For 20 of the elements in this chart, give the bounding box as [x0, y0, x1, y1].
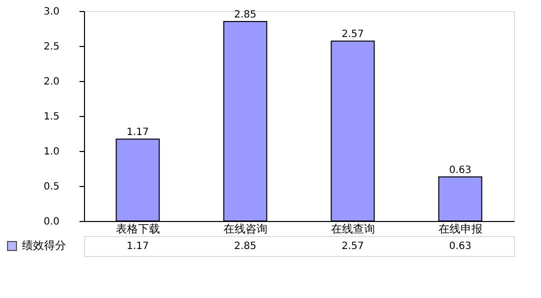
text: 0.63	[449, 241, 472, 252]
y-tick-label: 1.0	[44, 146, 60, 158]
data-label: 0.63	[449, 164, 472, 176]
y-tick-label: 0.5	[44, 182, 60, 192]
text: 2.85	[234, 241, 256, 252]
x-tick-label: 在线咨询	[223, 222, 268, 236]
x-tick-label: 表格下载	[116, 222, 160, 236]
legend-label: 绩效得分	[22, 239, 66, 252]
data-label: 1.17	[126, 127, 149, 138]
y-tick-label: 0.0	[44, 216, 60, 228]
text: 2.57	[342, 241, 364, 252]
y-tick-label: 3.0	[44, 6, 60, 18]
data-label: 2.57	[342, 29, 364, 40]
x-tick-label: 在线申报	[438, 222, 482, 236]
y-tick-label: 1.5	[44, 112, 60, 122]
text: 1.17	[126, 241, 149, 252]
x-tick-label: 在线查询	[330, 222, 375, 236]
data-label: 2.85	[234, 10, 256, 20]
y-tick-label: 2.5	[44, 42, 60, 52]
y-tick-label: 2.0	[44, 76, 60, 88]
